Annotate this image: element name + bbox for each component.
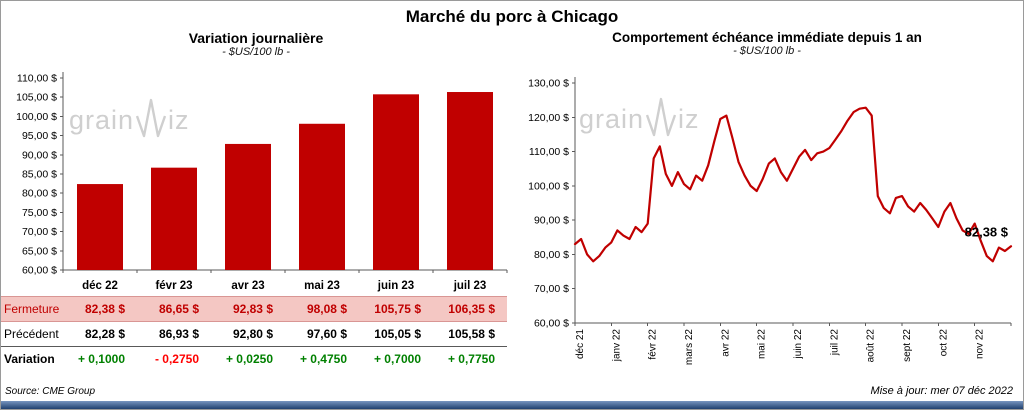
month-header: mai 23 bbox=[304, 279, 340, 292]
table-cell: 82,38 $ bbox=[63, 295, 137, 322]
y-tick-label: 100,00 $ bbox=[16, 111, 57, 123]
grainwiz-watermark: grain iz bbox=[579, 97, 700, 141]
y-tick-label: 90,00 $ bbox=[534, 215, 569, 227]
x-tick-label: avr 22 bbox=[720, 329, 731, 357]
y-tick-label: 90,00 $ bbox=[22, 149, 57, 161]
line-chart-svg: 130,00 $ 120,00 $ 110,00 $ 100,00 $ 90,00 $ 8… bbox=[528, 77, 1013, 366]
bar-chart-svg: 110,00 $ 105,00 $ 100,00 $ 95,00 $ 90,00 $ 85… bbox=[16, 72, 508, 277]
price-bar bbox=[151, 167, 197, 270]
table-cell: + 0,1000 bbox=[63, 345, 137, 371]
price-bar bbox=[447, 92, 493, 271]
x-tick-label: août 22 bbox=[866, 329, 877, 363]
x-tick-label: sept 22 bbox=[902, 329, 913, 362]
line-chart-title: Comportement échéance immédiate depuis 1… bbox=[612, 30, 922, 45]
y-tick-label: 130,00 $ bbox=[528, 78, 569, 90]
page-title: Marché du porc à Chicago bbox=[405, 7, 619, 26]
x-tick-label: mars 22 bbox=[684, 329, 695, 366]
price-bar bbox=[373, 94, 419, 270]
line-chart-subtitle: - $US/100 lb - bbox=[733, 45, 801, 57]
table-cell: 92,83 $ bbox=[211, 295, 285, 322]
pulse-w-icon bbox=[136, 98, 167, 138]
daily-variation-section: Variation journalière - $US/100 lb - gra… bbox=[1, 27, 511, 371]
update-note: Mise à jour: mer 07 déc 2022 bbox=[870, 385, 1013, 397]
pulse-w-icon bbox=[646, 97, 677, 137]
price-line bbox=[573, 106, 1013, 263]
price-table-head: déc 22 févr 23 avr 23 mai 23 juin 23 juil 23 bbox=[1, 276, 507, 296]
y-tick-label: 60,00 $ bbox=[22, 265, 57, 277]
x-tick-label: déc 21 bbox=[575, 329, 586, 359]
table-cell: 105,58 $ bbox=[448, 326, 495, 341]
price-bar bbox=[299, 123, 345, 270]
y-tick-label: 70,00 $ bbox=[534, 283, 569, 295]
price-table: déc 22 févr 23 avr 23 mai 23 juin 23 juil 23 … bbox=[1, 276, 507, 371]
x-tick-label: mai 22 bbox=[757, 329, 768, 359]
price-bar bbox=[77, 184, 123, 270]
month-header: févr 23 bbox=[155, 279, 193, 292]
x-tick-label: oct 22 bbox=[938, 329, 949, 357]
table-cell: 105,05 $ bbox=[374, 326, 421, 341]
y-tick-label: 100,00 $ bbox=[528, 180, 569, 192]
watermark-text-iz: iz bbox=[168, 104, 190, 135]
table-cell: + 0,7750 bbox=[433, 345, 507, 371]
y-tick-label: 95,00 $ bbox=[22, 130, 57, 142]
watermark-text-grain: grain bbox=[69, 104, 135, 135]
table-row: Variation + 0,1000- 0,2750 + 0,0250 + 0,475… bbox=[1, 345, 507, 371]
row-label: Précédent bbox=[4, 326, 59, 341]
y-tick-label: 85,00 $ bbox=[22, 169, 57, 181]
month-header: avr 23 bbox=[231, 279, 265, 292]
yearly-line-section: Comportement échéance immédiate depuis 1… bbox=[511, 27, 1023, 377]
table-cell: 86,93 $ bbox=[158, 326, 199, 341]
table-cell: 97,60 $ bbox=[306, 326, 347, 341]
table-row: Fermeture 82,38 $86,65 $92,83 $98,08 $105… bbox=[1, 295, 507, 322]
price-bar bbox=[225, 143, 271, 270]
y-tick-label: 120,00 $ bbox=[528, 112, 569, 124]
price-table-body: Fermeture 82,38 $86,65 $92,83 $98,08 $105… bbox=[1, 295, 507, 371]
y-tick-label: 65,00 $ bbox=[22, 245, 57, 257]
month-header: juil 23 bbox=[453, 279, 487, 292]
table-cell: 98,08 $ bbox=[285, 295, 359, 322]
bar-chart-title: Variation journalière bbox=[188, 30, 324, 46]
last-price-label: 82,38 $ bbox=[965, 224, 1009, 239]
x-tick-label: juil 22 bbox=[829, 329, 840, 357]
table-cell: + 0,0250 bbox=[211, 345, 285, 371]
table-row: Précédent 82,28 $ 86,93 $ 92,80 $ 97,60 $ 105… bbox=[1, 321, 507, 346]
table-cell: - 0,2750 bbox=[137, 345, 211, 371]
y-tick-label: 70,00 $ bbox=[22, 226, 57, 238]
y-tick-label: 75,00 $ bbox=[22, 207, 57, 219]
y-tick-label: 60,00 $ bbox=[534, 318, 569, 330]
content: Variation journalière - $US/100 lb - gra… bbox=[1, 27, 1023, 377]
y-tick-label: 105,00 $ bbox=[16, 92, 57, 104]
table-cell: 105,75 $ bbox=[359, 295, 433, 322]
bar-chart-subtitle: - $US/100 lb - bbox=[222, 46, 290, 58]
table-cell: 86,65 $ bbox=[137, 295, 211, 322]
month-header: juin 23 bbox=[377, 279, 415, 292]
table-cell: + 0,7000 bbox=[359, 345, 433, 371]
x-tick-label: nov 22 bbox=[975, 329, 986, 359]
month-header: déc 22 bbox=[82, 279, 118, 292]
y-tick-label: 80,00 $ bbox=[22, 188, 57, 200]
y-tick-label: 80,00 $ bbox=[534, 249, 569, 261]
watermark-text-grain: grain bbox=[579, 103, 645, 134]
bar-chart: grain iz 110,00 $ 105,00 $ 100,00 $ 95,00 $… bbox=[1, 60, 511, 276]
table-cell: + 0,4750 bbox=[285, 345, 359, 371]
x-tick-label: janv 22 bbox=[611, 329, 622, 363]
y-tick-label: 110,00 $ bbox=[529, 146, 569, 158]
x-tick-label: juin 22 bbox=[793, 329, 804, 360]
source-note: Source: CME Group bbox=[5, 386, 96, 397]
row-label: Fermeture bbox=[1, 295, 63, 322]
table-cell: 82,28 $ bbox=[84, 326, 125, 341]
y-tick-label: 110,00 $ bbox=[17, 73, 57, 85]
table-cell: 106,35 $ bbox=[433, 295, 507, 322]
row-label: Variation bbox=[1, 345, 63, 371]
grainwiz-watermark: grain iz bbox=[69, 98, 190, 142]
line-chart: grain iz 130,00 $ 120,00 $ 110,00 $ 100,00 … bbox=[511, 59, 1023, 377]
table-corner-cell bbox=[1, 276, 63, 296]
bottom-accent-bar bbox=[1, 401, 1023, 409]
watermark-text-iz: iz bbox=[678, 103, 700, 134]
x-tick-label: févr 22 bbox=[648, 329, 659, 360]
table-cell: 92,80 $ bbox=[232, 326, 273, 341]
